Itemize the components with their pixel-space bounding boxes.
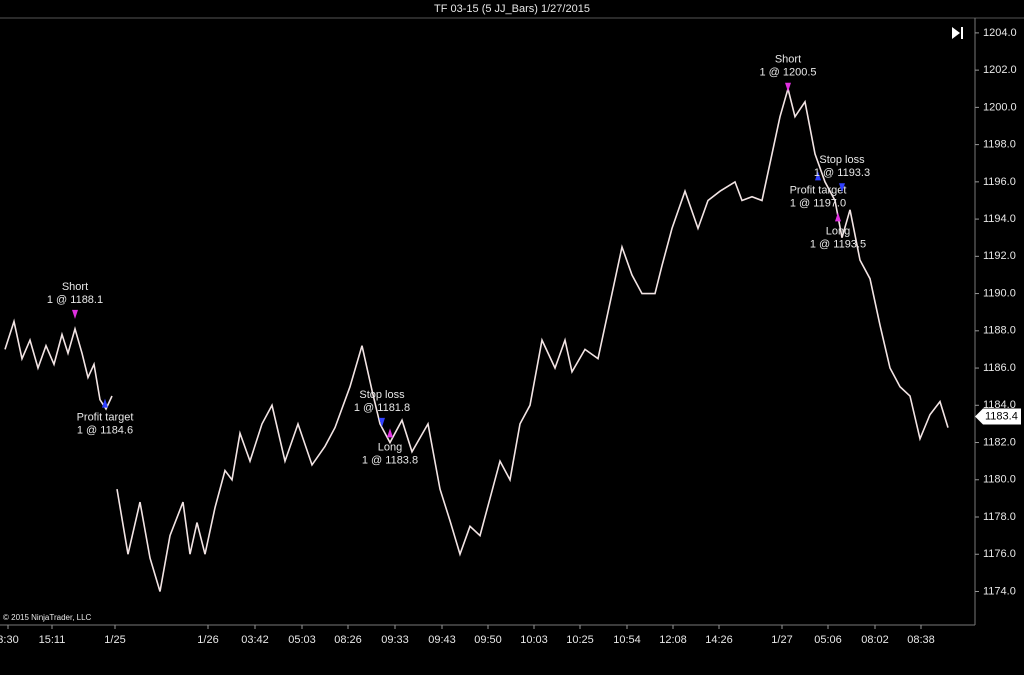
y-tick-label: 1182.0 (983, 436, 1016, 448)
y-tick-label: 1200.0 (983, 101, 1017, 113)
x-tick-label: 15:11 (39, 634, 66, 646)
y-tick-label: 1192.0 (983, 250, 1016, 262)
y-tick-label: 1178.0 (983, 511, 1016, 523)
y-tick-label: 1176.0 (983, 548, 1016, 560)
last-price-tag (975, 408, 1021, 425)
x-tick-label: 08:26 (334, 634, 362, 646)
y-tick-label: 1198.0 (983, 139, 1016, 151)
trade-label: Stop loss (819, 154, 865, 166)
y-tick-label: 1202.0 (983, 64, 1017, 76)
last-price-label: 1183.4 (985, 410, 1018, 422)
x-tick-label: 1/25 (104, 634, 125, 646)
trade-marker (815, 171, 821, 181)
y-tick-label: 1204.0 (983, 27, 1017, 39)
x-tick-label: 09:43 (428, 634, 456, 646)
trade-label: Short (775, 54, 801, 66)
y-tick-label: 1188.0 (983, 325, 1016, 337)
trade-label: Profit target (790, 184, 847, 196)
x-tick-label: 10:25 (566, 634, 594, 646)
trade-marker (387, 428, 393, 438)
trade-marker (785, 82, 791, 92)
trade-label: Long (826, 225, 850, 237)
chart-title: TF 03-15 (5 JJ_Bars) 1/27/2015 (434, 3, 590, 15)
trade-label: 1 @ 1193.5 (810, 238, 866, 250)
y-tick-label: 1190.0 (983, 287, 1016, 299)
trade-marker (839, 183, 845, 193)
x-tick-label: 05:03 (288, 634, 316, 646)
x-tick-label: 12:08 (659, 634, 687, 646)
trade-marker (835, 212, 841, 222)
trade-label: 1 @ 1181.8 (354, 402, 410, 414)
trade-label: Profit target (77, 411, 134, 423)
trade-label: 1 @ 1197.0 (790, 197, 846, 209)
x-tick-label: 1/27 (771, 634, 792, 646)
x-tick-label: 3:30 (0, 634, 19, 646)
price-line (116, 85, 949, 592)
scroll-end-button[interactable] (952, 27, 963, 39)
trade-label: Stop loss (359, 389, 405, 401)
x-tick-label: 03:42 (241, 634, 269, 646)
x-tick-label: 09:33 (381, 634, 409, 646)
y-tick-label: 1194.0 (983, 213, 1016, 225)
trade-label: 1 @ 1183.8 (362, 454, 418, 466)
price-line (4, 318, 113, 411)
y-tick-label: 1184.0 (983, 399, 1016, 411)
trade-marker (72, 309, 78, 319)
x-tick-label: 05:06 (814, 634, 842, 646)
trade-marker (379, 417, 385, 427)
x-tick-label: 14:26 (705, 634, 733, 646)
x-tick-label: 10:54 (613, 634, 641, 646)
copyright: © 2015 NinjaTrader, LLC (3, 613, 92, 622)
trade-label: 1 @ 1193.3 (814, 167, 870, 179)
trade-marker (102, 398, 108, 408)
x-tick-label: 1/26 (197, 634, 218, 646)
y-tick-label: 1180.0 (983, 474, 1016, 486)
trade-label: 1 @ 1200.5 (759, 67, 816, 79)
y-tick-label: 1196.0 (983, 176, 1016, 188)
trade-label: 1 @ 1188.1 (47, 294, 103, 306)
trade-label: 1 @ 1184.6 (77, 424, 133, 436)
trade-label: Short (62, 281, 88, 293)
y-tick-label: 1186.0 (983, 362, 1016, 374)
x-tick-label: 09:50 (474, 634, 502, 646)
x-tick-label: 10:03 (520, 634, 548, 646)
x-tick-label: 08:38 (907, 634, 935, 646)
trade-label: Long (378, 441, 402, 453)
y-tick-label: 1174.0 (983, 585, 1016, 597)
x-tick-label: 08:02 (861, 634, 889, 646)
